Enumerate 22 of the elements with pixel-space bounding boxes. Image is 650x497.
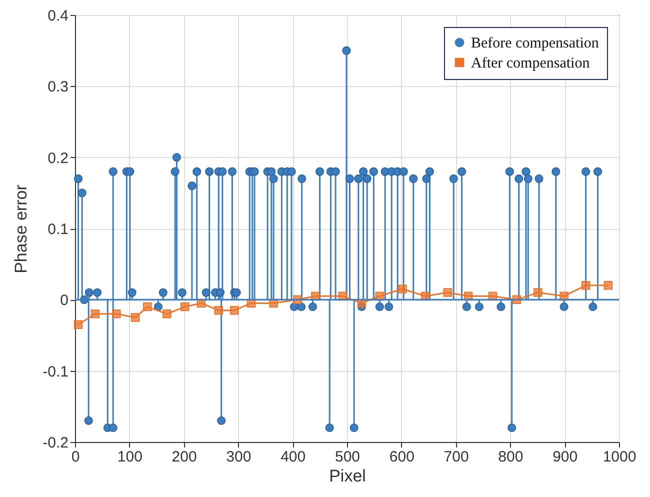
y-tick-label: -0.1 [42, 363, 68, 380]
x-tick-label: 800 [498, 448, 524, 466]
x-tick-label: 700 [444, 448, 469, 466]
x-tick-label: 300 [226, 448, 252, 466]
y-tick-label: 0.1 [48, 221, 68, 238]
x-tick-label: 400 [280, 448, 306, 466]
y-tick-label: 0.2 [48, 150, 68, 167]
y-tick-label: 0 [60, 292, 68, 310]
x-tick-label: 600 [389, 448, 414, 466]
x-tick-label: 0 [71, 448, 80, 466]
y-axis-title: Phase error [12, 184, 31, 274]
legend-label: After compensation [471, 56, 590, 72]
x-tick-label: 900 [552, 448, 578, 466]
legend-label: Before compensation [471, 36, 600, 52]
x-tick-label: 100 [117, 448, 142, 466]
y-tick-label: -0.2 [42, 434, 68, 452]
x-tick-label: 200 [172, 448, 197, 466]
x-tick-label: 1000 [602, 448, 636, 466]
x-tick-label: 500 [334, 448, 360, 466]
x-axis-title: Pixel [329, 466, 366, 486]
y-tick-label: 0.4 [48, 8, 68, 24]
y-tick-label: 0.3 [48, 78, 68, 96]
